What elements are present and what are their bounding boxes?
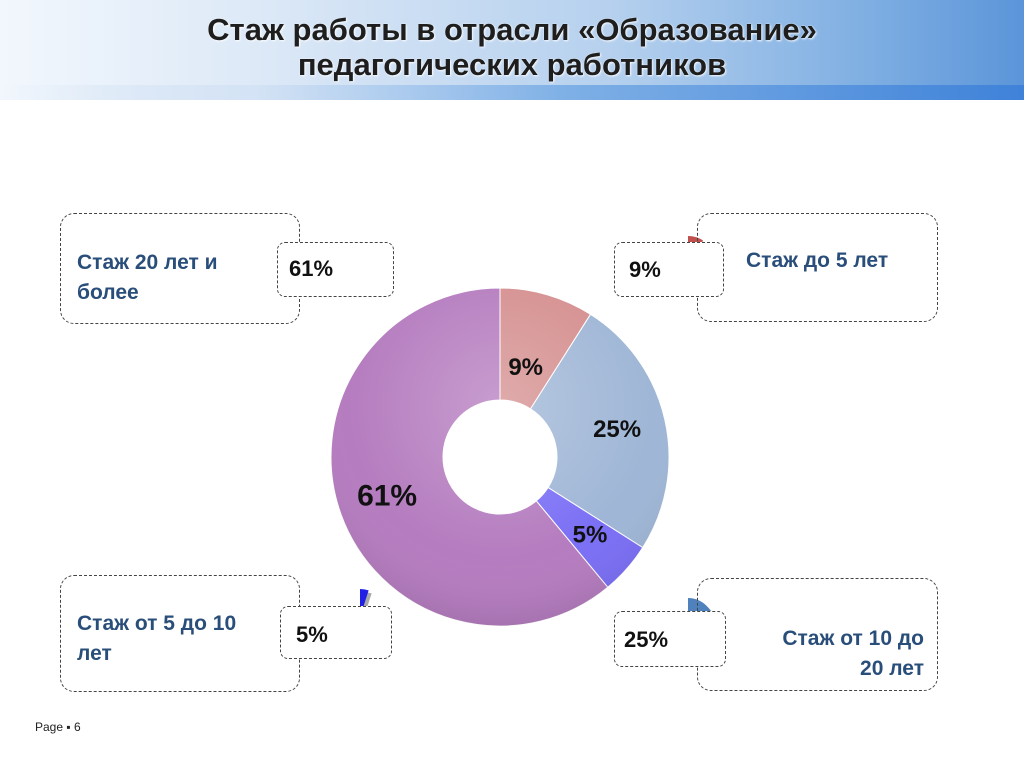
pct-value-5-to-10: 5% xyxy=(296,622,328,647)
legend-label-up-to-5: Стаж до 5 лет xyxy=(746,246,888,276)
page-footer: Page ▪ 6 xyxy=(35,720,81,734)
slice-20-plus-label: 61% xyxy=(357,480,417,513)
legend-label-line: Стаж до 5 лет xyxy=(746,249,889,272)
pct-box-up-to-5 xyxy=(614,242,724,297)
footer-separator: ▪ xyxy=(66,720,71,734)
legend-label-5-to-10: Стаж от 5 до 10 лет xyxy=(77,609,236,669)
slice-5-to-10-label: 5% xyxy=(573,522,608,549)
pct-value-20-plus: 61% xyxy=(289,256,334,281)
header-accent-line xyxy=(0,85,1024,100)
slide-title: Стаж работы в отрасли «Образование» педа… xyxy=(0,12,1024,82)
legend-label-line: 20 лет xyxy=(860,657,924,680)
footer-prefix: Page xyxy=(35,720,64,734)
pct-box-20-plus xyxy=(277,242,394,297)
legend-label-line: лет xyxy=(77,642,112,665)
slice-10-to-20-label: 25% xyxy=(593,416,641,443)
header-band xyxy=(0,0,1024,100)
pct-box-5-to-10 xyxy=(280,606,392,659)
slice-labels: 9% 25% 5% 61% xyxy=(357,354,641,549)
legend-label-line: Стаж от 5 до 10 xyxy=(77,612,237,635)
pct-value-up-to-5: 9% xyxy=(629,257,661,282)
legend-label-line: Стаж от 10 до xyxy=(782,627,924,650)
legend-label-20-plus: Стаж 20 лет и более xyxy=(77,248,218,308)
pct-value-10-to-20: 25% xyxy=(624,627,669,652)
title-line-1: Стаж работы в отрасли «Образование» xyxy=(207,12,817,47)
page-number: 6 xyxy=(73,720,81,734)
legend-label-line: более xyxy=(77,281,139,304)
pct-box-10-to-20 xyxy=(614,611,726,667)
legend-label-line: Стаж 20 лет и xyxy=(77,251,218,274)
donut-hole xyxy=(443,400,557,514)
slice-up-to-5-label: 9% xyxy=(508,354,543,381)
title-line-2: педагогических работников xyxy=(297,47,727,82)
legend-label-10-to-20: Стаж от 10 до 20 лет xyxy=(712,624,924,684)
